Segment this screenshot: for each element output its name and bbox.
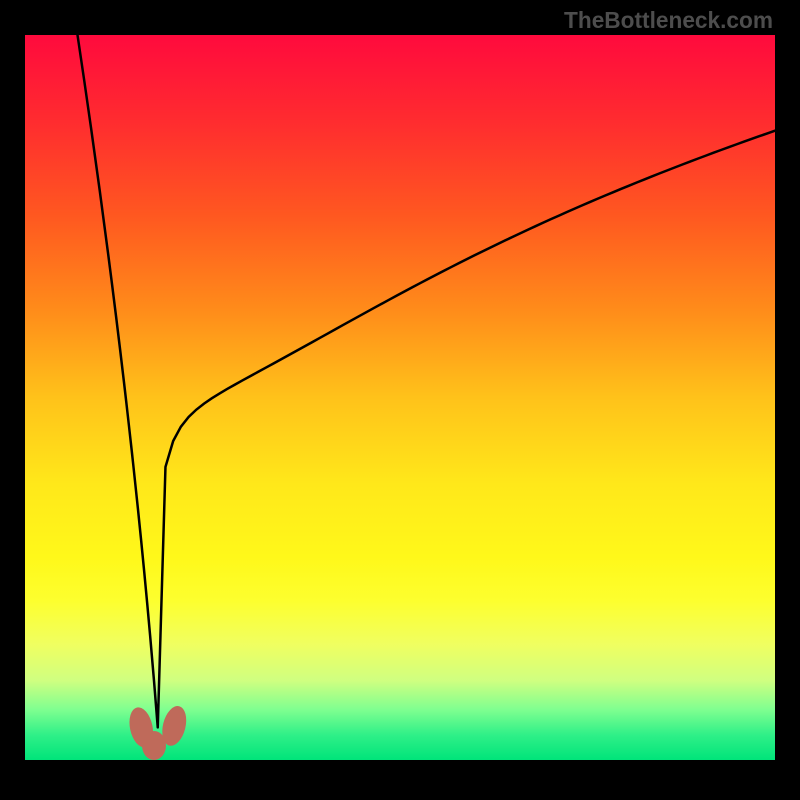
plot-area [25,35,775,760]
bottleneck-curve [78,35,776,727]
blob-ellipse [142,731,166,760]
watermark-text: TheBottleneck.com [564,7,773,34]
chart-frame: TheBottleneck.com [0,0,800,800]
curve-layer [25,35,775,760]
